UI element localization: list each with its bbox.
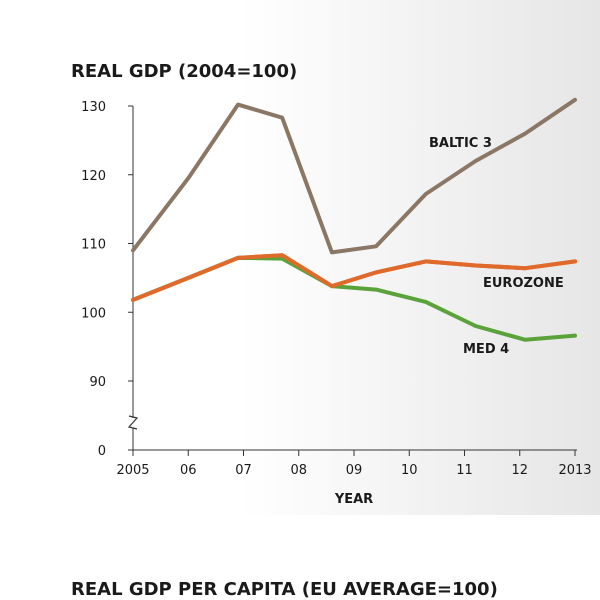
x-tick-label: 07 — [235, 463, 252, 478]
axis-break-mark — [127, 415, 139, 430]
x-axis: 2005 06 07 08 09 10 11 12 2013 — [116, 449, 592, 478]
y-tick-label: 120 — [81, 169, 106, 184]
y-tick-label: 110 — [81, 238, 106, 253]
series-line-baltic-3 — [131, 97, 577, 255]
chart-title: REAL GDP (2004=100) — [71, 61, 297, 82]
y-tick-label: 130 — [81, 100, 106, 115]
y-axis: 0 90 100 110 120 130 — [81, 100, 139, 459]
series-label-med-4: MED 4 — [463, 342, 509, 357]
series-label-baltic-3: BALTIC 3 — [429, 136, 492, 151]
x-tick-label: 2005 — [116, 463, 149, 478]
x-tick-label: 10 — [401, 463, 418, 478]
x-tick-label: 09 — [346, 463, 363, 478]
series-label-eurozone: EUROZONE — [483, 276, 564, 291]
series-labels: BALTIC 3 EUROZONE MED 4 — [429, 136, 564, 357]
x-axis-label: YEAR — [334, 492, 373, 507]
x-tick-label: 08 — [290, 463, 307, 478]
x-tick-label: 11 — [456, 463, 473, 478]
x-tick-label: 2013 — [558, 463, 591, 478]
y-tick-label: 90 — [89, 375, 106, 390]
series-lines — [131, 97, 577, 342]
x-tick-label: 06 — [180, 463, 197, 478]
y-tick-label: 0 — [98, 444, 106, 459]
series-line-eurozone-overlay — [131, 253, 577, 302]
chart-background — [0, 0, 600, 515]
next-chart-title: REAL GDP PER CAPITA (EU AVERAGE=100) — [71, 579, 498, 600]
x-tick-label: 12 — [511, 463, 528, 478]
y-tick-label: 100 — [81, 306, 106, 321]
